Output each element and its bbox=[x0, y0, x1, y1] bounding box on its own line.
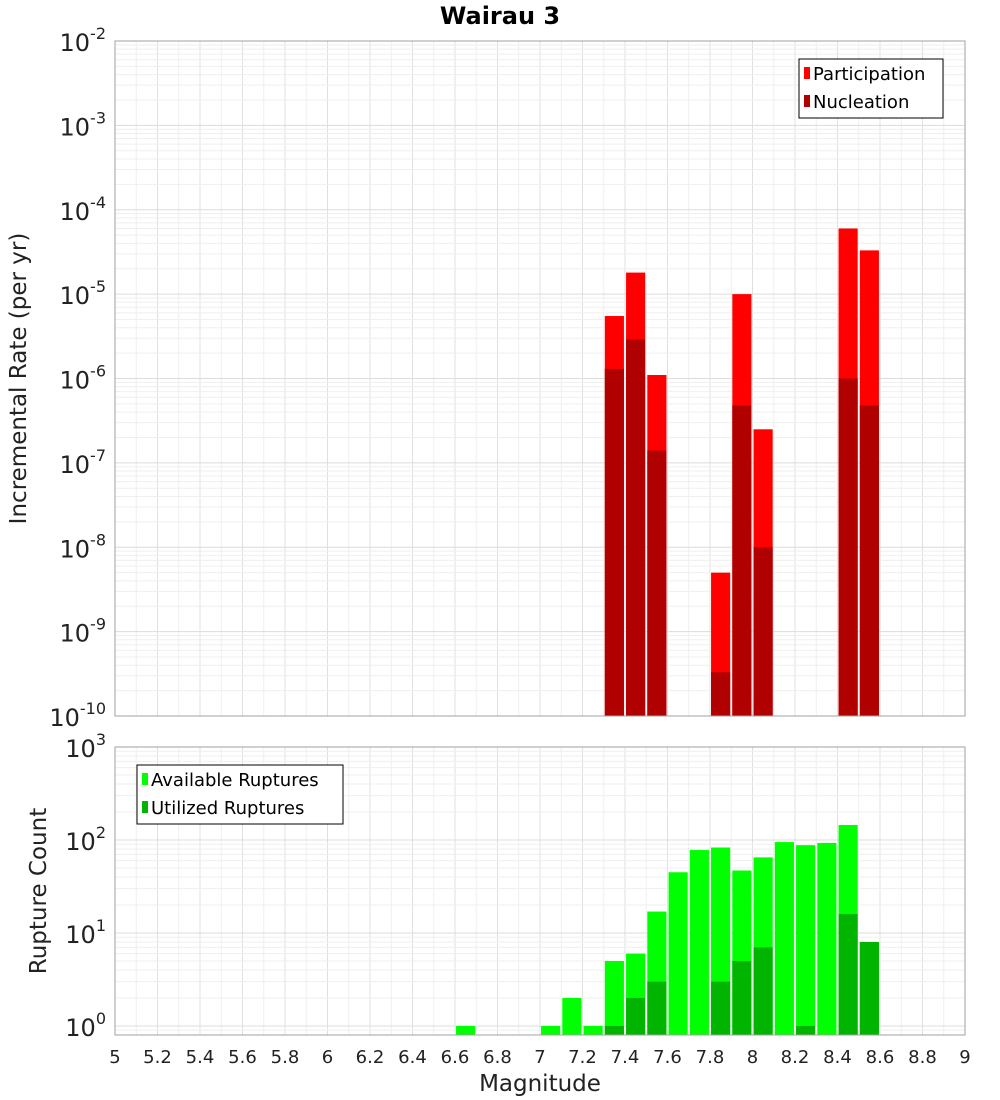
bar-utilized-ruptures bbox=[796, 1025, 816, 1035]
legend-box bbox=[136, 764, 344, 825]
x-tick-label: 7.8 bbox=[696, 1047, 725, 1068]
legend-swatch-utilized-ruptures bbox=[142, 801, 148, 813]
x-tick-label: 6.4 bbox=[398, 1047, 427, 1068]
y-tick-label: 10-5 bbox=[60, 277, 107, 310]
x-tick-label: 6.6 bbox=[441, 1047, 470, 1068]
y-tick-label: 10-6 bbox=[60, 362, 107, 395]
bar-available-ruptures bbox=[689, 850, 709, 1035]
bar-nucleation bbox=[732, 405, 752, 716]
bar-nucleation bbox=[859, 405, 879, 716]
x-tick-label: 8.6 bbox=[866, 1047, 895, 1068]
bar-nucleation bbox=[838, 378, 858, 716]
x-tick-label: 8.2 bbox=[781, 1047, 810, 1068]
y-tick-label: 10-10 bbox=[49, 699, 106, 732]
x-tick-label: 8 bbox=[747, 1047, 758, 1068]
x-tick-label: 8.4 bbox=[823, 1047, 852, 1068]
bar-available-ruptures bbox=[796, 845, 816, 1035]
bar-nucleation bbox=[626, 339, 646, 716]
x-tick-label: 7.4 bbox=[611, 1047, 640, 1068]
y-tick-label: 10-3 bbox=[60, 108, 107, 141]
x-tick-label: 6.8 bbox=[483, 1047, 512, 1068]
legend-label: Utilized Ruptures bbox=[151, 798, 304, 819]
bar-available-ruptures bbox=[562, 997, 582, 1035]
x-axis-label: Magnitude bbox=[479, 1071, 601, 1097]
bar-available-ruptures bbox=[668, 872, 688, 1035]
legend-swatch-participation bbox=[804, 67, 810, 79]
bar-nucleation bbox=[753, 547, 773, 716]
plot-frame-0 bbox=[114, 40, 966, 717]
x-tick-label: 7.6 bbox=[653, 1047, 682, 1068]
x-tick-label: 5.6 bbox=[228, 1047, 257, 1068]
bar-available-ruptures bbox=[604, 960, 624, 1035]
bar-nucleation bbox=[604, 368, 624, 716]
bar-utilized-ruptures bbox=[838, 914, 858, 1035]
x-tick-label: 7.2 bbox=[568, 1047, 597, 1068]
legend-box bbox=[798, 58, 944, 119]
bar-utilized-ruptures bbox=[647, 981, 667, 1035]
x-tick-label: 6.2 bbox=[356, 1047, 385, 1068]
plot-frame-1 bbox=[114, 746, 966, 1036]
y-tick-label: 101 bbox=[65, 916, 106, 949]
legend-label: Nucleation bbox=[813, 92, 909, 113]
y-tick-label: 10-9 bbox=[60, 615, 107, 648]
bar-available-ruptures bbox=[541, 1025, 561, 1035]
x-tick-label: 5 bbox=[109, 1047, 120, 1068]
y-tick-label: 100 bbox=[65, 1009, 106, 1042]
x-tick-label: 9 bbox=[959, 1047, 970, 1068]
bar-utilized-ruptures bbox=[711, 981, 731, 1035]
legend-swatch-available-ruptures bbox=[142, 773, 148, 785]
x-tick-label: 7 bbox=[534, 1047, 545, 1068]
legend-swatch-nucleation bbox=[804, 95, 810, 107]
y-tick-label: 102 bbox=[65, 823, 106, 856]
y-axis-label: Incremental Rate (per yr) bbox=[6, 233, 32, 525]
x-tick-label: 8.8 bbox=[908, 1047, 937, 1068]
legend-label: Available Ruptures bbox=[151, 770, 319, 791]
bar-nucleation bbox=[647, 450, 667, 716]
bar-available-ruptures bbox=[583, 1025, 603, 1035]
x-tick-label: 5.8 bbox=[271, 1047, 300, 1068]
bar-utilized-ruptures bbox=[859, 942, 879, 1035]
bar-available-ruptures bbox=[456, 1025, 476, 1035]
y-tick-label: 10-2 bbox=[60, 24, 107, 57]
x-tick-label: 5.4 bbox=[186, 1047, 215, 1068]
bar-utilized-ruptures bbox=[753, 947, 773, 1035]
legend-label: Participation bbox=[813, 64, 925, 85]
bar-utilized-ruptures bbox=[732, 960, 752, 1035]
x-tick-label: 5.2 bbox=[143, 1047, 172, 1068]
bar-nucleation bbox=[711, 672, 731, 716]
bar-available-ruptures bbox=[774, 842, 794, 1035]
bar-available-ruptures bbox=[817, 842, 837, 1035]
y-axis-label: Rupture Count bbox=[26, 808, 52, 974]
y-tick-label: 10-7 bbox=[60, 446, 107, 479]
chart-title: Wairau 3 bbox=[440, 2, 560, 30]
y-tick-label: 10-4 bbox=[60, 193, 107, 226]
y-tick-label: 10-8 bbox=[60, 530, 107, 563]
x-tick-label: 6 bbox=[322, 1047, 333, 1068]
y-tick-label: 103 bbox=[65, 730, 106, 763]
bar-utilized-ruptures bbox=[626, 997, 646, 1035]
bar-utilized-ruptures bbox=[604, 1025, 624, 1035]
